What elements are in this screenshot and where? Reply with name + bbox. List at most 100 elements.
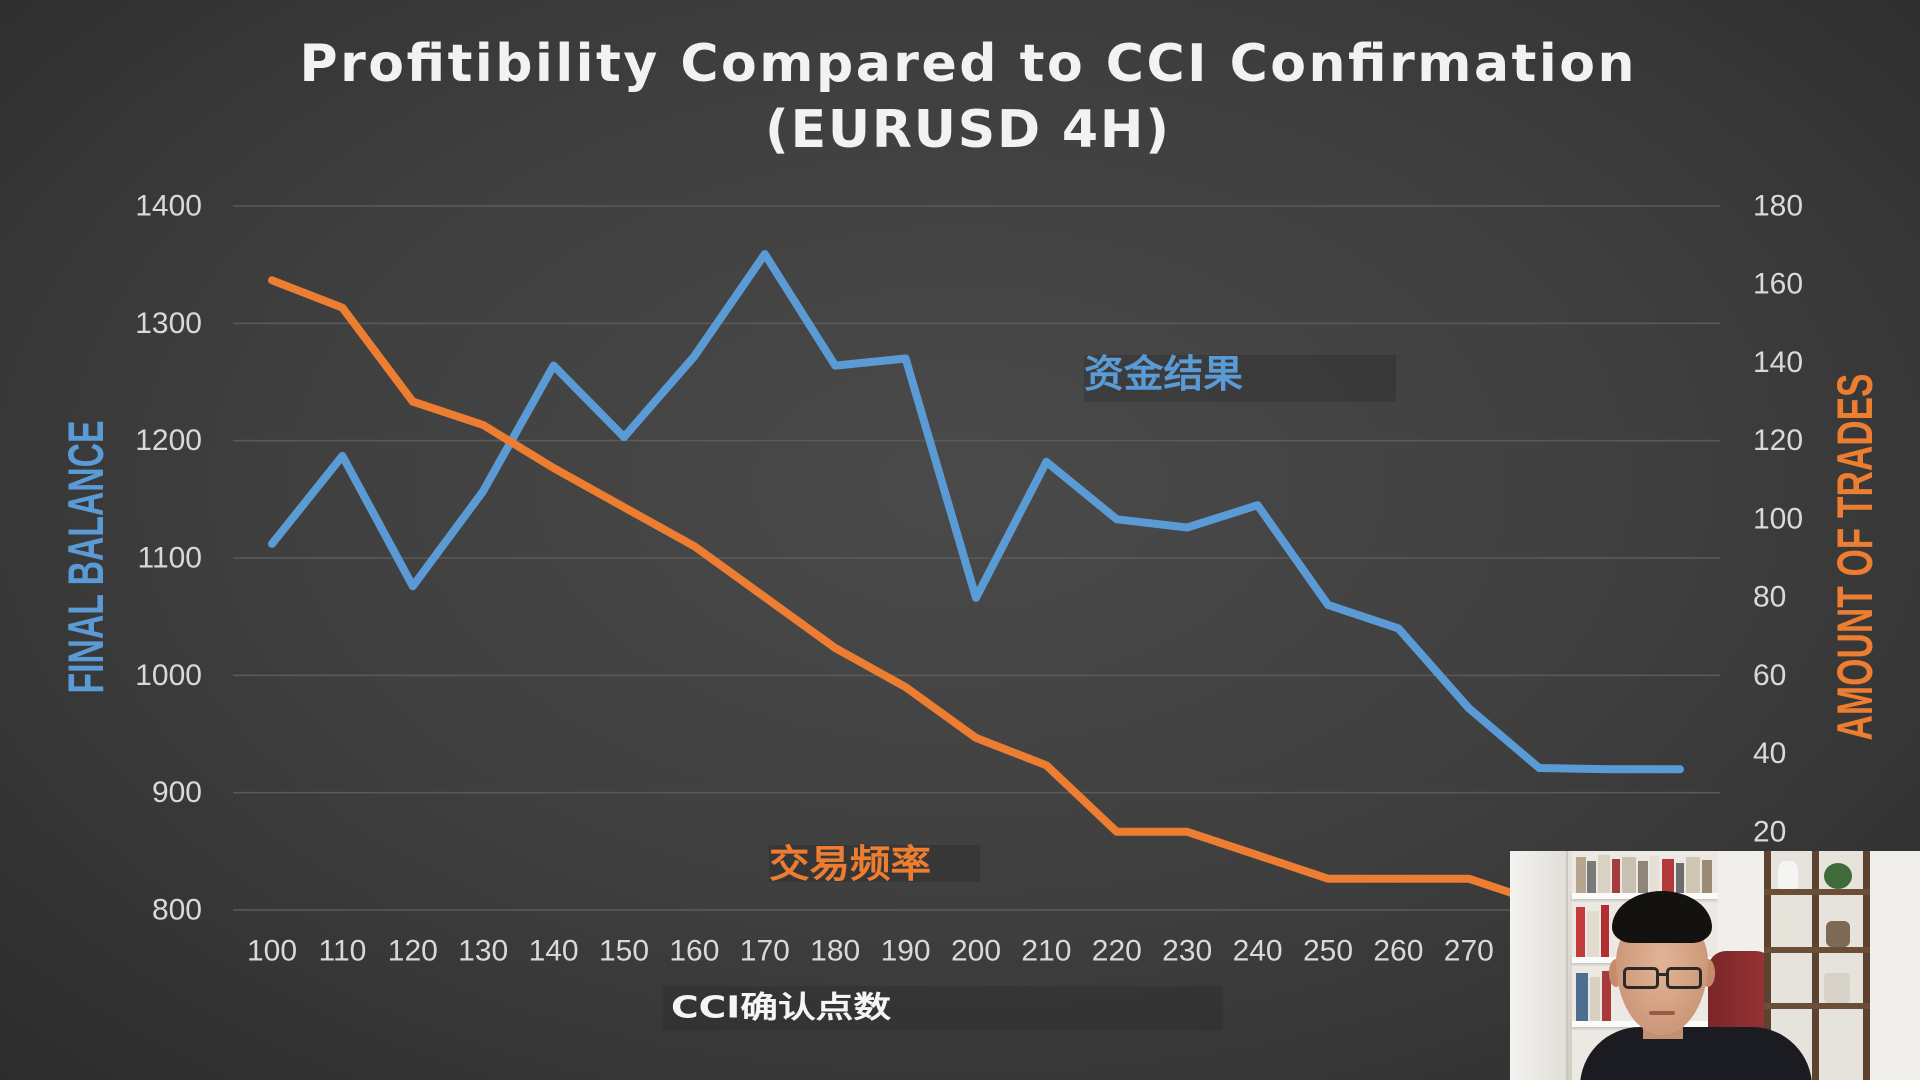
webcam-book bbox=[1622, 857, 1636, 893]
webcam-book bbox=[1686, 857, 1700, 893]
data-point-balance bbox=[690, 352, 698, 360]
data-point-balance bbox=[1394, 624, 1402, 632]
data-point-trades bbox=[550, 464, 558, 472]
webcam-plant bbox=[1824, 863, 1852, 889]
webcam-ornament bbox=[1780, 913, 1798, 947]
series-line-balance bbox=[268, 250, 1684, 774]
data-point-trades bbox=[690, 542, 698, 550]
x-axis-tick-label: 240 bbox=[1233, 935, 1283, 968]
x-axis-tick-label: 220 bbox=[1092, 935, 1142, 968]
left-axis-tick-label: 1300 bbox=[135, 307, 202, 340]
x-axis-tick-label: 120 bbox=[388, 935, 438, 968]
x-axis-tick-label: 110 bbox=[318, 935, 366, 968]
data-point-trades bbox=[1254, 851, 1262, 859]
data-point-trades bbox=[620, 503, 628, 511]
series-label-balance-text: 资金结果 bbox=[1084, 352, 1243, 396]
x-axis-tick-label: 140 bbox=[529, 935, 579, 968]
webcam-person-mouth bbox=[1649, 1011, 1675, 1015]
data-point-balance bbox=[1183, 523, 1191, 531]
right-axis-tick-label: 80 bbox=[1753, 581, 1786, 614]
webcam-person-glasses-lens bbox=[1623, 967, 1659, 989]
x-axis-tick-label: 230 bbox=[1162, 935, 1212, 968]
left-axis-tick-label: 1400 bbox=[135, 190, 202, 223]
data-point-balance bbox=[409, 582, 417, 590]
webcam-white-cabinet bbox=[1510, 851, 1568, 1080]
x-axis-tick-labels: 100 110 120 130 140 150 160 170 180 190 200 210 220 2… bbox=[247, 935, 1494, 968]
webcam-book bbox=[1612, 859, 1620, 893]
right-axis-tick-label: 20 bbox=[1753, 815, 1786, 848]
left-axis-tick-label: 1100 bbox=[137, 542, 202, 575]
data-point-balance bbox=[550, 362, 558, 370]
data-point-balance bbox=[831, 362, 839, 370]
webcam-book bbox=[1576, 857, 1586, 893]
chart-title: Profitibility Compared to CCI Confirmati… bbox=[300, 34, 1635, 94]
data-point-trades bbox=[338, 304, 346, 312]
right-axis-tick-label: 160 bbox=[1753, 268, 1803, 301]
data-point-balance bbox=[479, 487, 487, 495]
right-axis-tick-label: 140 bbox=[1753, 346, 1803, 379]
webcam-book bbox=[1638, 861, 1648, 893]
left-axis-tick-label: 1000 bbox=[135, 659, 202, 692]
webcam-book bbox=[1602, 971, 1611, 1021]
series-lines bbox=[268, 250, 1684, 907]
x-axis-title-group: CCI确认点数 bbox=[663, 986, 1223, 1030]
x-axis-tick-label: 160 bbox=[669, 935, 719, 968]
data-point-trades bbox=[409, 398, 417, 406]
data-point-balance bbox=[1113, 515, 1121, 523]
data-point-trades bbox=[1394, 875, 1402, 883]
webcam-figurine bbox=[1778, 861, 1798, 889]
x-axis-title: CCI确认点数 bbox=[671, 991, 892, 1026]
webcam-shelf-board bbox=[1764, 947, 1870, 953]
data-point-balance bbox=[268, 540, 276, 548]
data-point-trades bbox=[479, 421, 487, 429]
data-point-balance bbox=[761, 250, 769, 258]
webcam-book bbox=[1702, 860, 1712, 893]
left-axis-title: FINAL BALANCE bbox=[58, 421, 114, 694]
webcam-shelf-board bbox=[1764, 889, 1870, 895]
left-axis-tick-labels: 800 900 1000 1100 1200 1300 1400 bbox=[135, 190, 202, 927]
x-axis-tick-label: 130 bbox=[458, 935, 508, 968]
data-point-balance bbox=[1042, 458, 1050, 466]
data-point-balance bbox=[1606, 765, 1614, 773]
data-point-balance bbox=[1535, 764, 1543, 772]
webcam-book bbox=[1662, 859, 1674, 893]
webcam-person-shirt bbox=[1580, 1027, 1812, 1080]
webcam-person-glasses-bridge bbox=[1658, 973, 1667, 976]
x-axis-tick-label: 190 bbox=[881, 935, 931, 968]
data-point-trades bbox=[972, 734, 980, 742]
right-axis-tick-label: 100 bbox=[1753, 502, 1803, 535]
data-point-trades bbox=[902, 683, 910, 691]
data-point-trades bbox=[1183, 828, 1191, 836]
x-axis-tick-label: 250 bbox=[1303, 935, 1353, 968]
webcam-shelf-right bbox=[1764, 851, 1870, 1080]
webcam-shelf-board bbox=[1764, 1003, 1870, 1009]
data-point-trades bbox=[1324, 875, 1332, 883]
x-axis-tick-label: 180 bbox=[810, 935, 860, 968]
data-point-balance bbox=[338, 452, 346, 460]
x-axis-tick-label: 170 bbox=[740, 935, 790, 968]
data-point-balance bbox=[1254, 501, 1262, 509]
webcam-book bbox=[1601, 905, 1609, 957]
right-axis-tick-labels: 20 40 60 80 100 120 140 160 180 bbox=[1753, 190, 1803, 849]
right-axis-tick-label: 40 bbox=[1753, 737, 1786, 770]
webcam-ornament bbox=[1824, 973, 1850, 1003]
data-point-balance bbox=[1324, 601, 1332, 609]
data-point-balance bbox=[902, 355, 910, 363]
chart-subtitle: (EURUSD 4H) bbox=[765, 100, 1169, 160]
left-axis-tick-label: 900 bbox=[152, 776, 202, 809]
series-label-trades: 交易频率 bbox=[769, 842, 980, 886]
data-point-trades bbox=[268, 276, 276, 284]
left-axis-tick-label: 1200 bbox=[135, 424, 202, 457]
x-axis-tick-label: 100 bbox=[247, 935, 297, 968]
webcam-shelf-post bbox=[1812, 851, 1819, 1080]
x-axis-tick-label: 270 bbox=[1444, 935, 1494, 968]
webcam-shelf-post bbox=[1863, 851, 1870, 1080]
x-axis-tick-label: 260 bbox=[1373, 935, 1423, 968]
webcam-book bbox=[1587, 861, 1596, 893]
series-label-balance: 资金结果 bbox=[1084, 352, 1396, 402]
series-label-balance-box bbox=[1084, 355, 1396, 402]
webcam-book bbox=[1576, 907, 1585, 957]
data-point-balance bbox=[972, 594, 980, 602]
